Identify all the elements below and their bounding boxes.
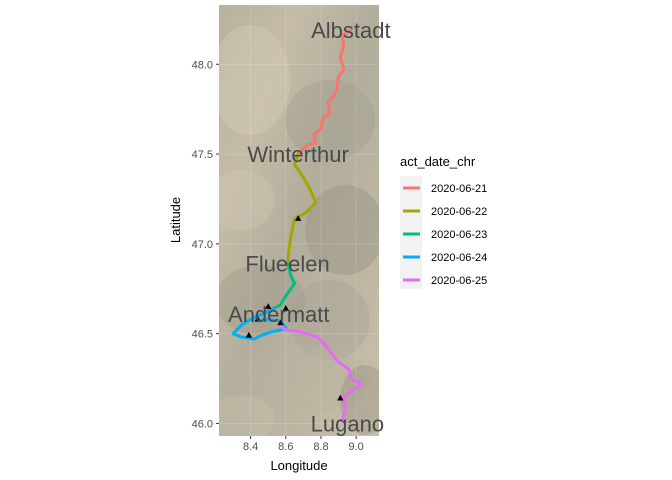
stop-marker — [254, 315, 261, 322]
legend-title: act_date_chr — [400, 154, 476, 169]
terrain-texture — [219, 25, 379, 436]
y-tick-label: 48.0 — [192, 59, 213, 71]
route-lines — [231, 28, 363, 424]
x-axis-title: Longitude — [270, 458, 327, 473]
route-2020-06-23 — [272, 262, 297, 310]
legend-label-2020-06-23: 2020-06-23 — [431, 229, 487, 241]
x-tick-label: 8.8 — [313, 441, 328, 453]
y-tick-label: 47.5 — [192, 149, 213, 161]
place-label: Lugano — [311, 411, 384, 436]
route-2020-06-21 — [296, 28, 353, 156]
legend-label-2020-06-25: 2020-06-25 — [431, 275, 487, 287]
x-tick-label: 8.4 — [243, 441, 258, 453]
x-tick-label: 9.0 — [348, 441, 363, 453]
place-labels: Albstadt Winterthur Flueelen Andermatt Lugan… — [228, 18, 391, 436]
stop-marker — [277, 319, 284, 326]
x-tick-label: 8.6 — [278, 441, 293, 453]
stop-marker — [265, 303, 272, 309]
stop-marker — [337, 394, 344, 401]
route-2020-06-25 — [277, 323, 363, 424]
legend-label-2020-06-22: 2020-06-22 — [431, 206, 487, 218]
place-label: Andermatt — [228, 302, 330, 327]
y-tick-label: 47.0 — [192, 239, 213, 251]
legend-label-2020-06-24: 2020-06-24 — [431, 252, 487, 264]
y-axis-ticks: 46.0 46.5 47.0 47.5 48.0 — [192, 59, 219, 430]
y-tick-label: 46.5 — [192, 329, 213, 341]
legend-label-2020-06-21: 2020-06-21 — [431, 183, 487, 195]
place-label: Flueelen — [245, 252, 329, 277]
place-label: Albstadt — [311, 18, 391, 43]
stop-marker — [294, 215, 302, 221]
place-label: Winterthur — [247, 142, 348, 167]
y-tick-label: 46.0 — [192, 418, 213, 430]
legend: act_date_chr 2020-06-21 2020-06-22 2020-06… — [400, 154, 487, 289]
grid-lines — [219, 5, 379, 436]
route-2020-06-22 — [286, 152, 318, 266]
stop-marker — [245, 331, 253, 338]
x-axis-ticks: 8.4 8.6 8.8 9.0 — [243, 436, 364, 453]
stop-markers — [245, 215, 344, 401]
plot-panel — [219, 5, 379, 436]
stop-marker — [282, 304, 290, 311]
y-axis-title: Latitude — [168, 197, 183, 243]
